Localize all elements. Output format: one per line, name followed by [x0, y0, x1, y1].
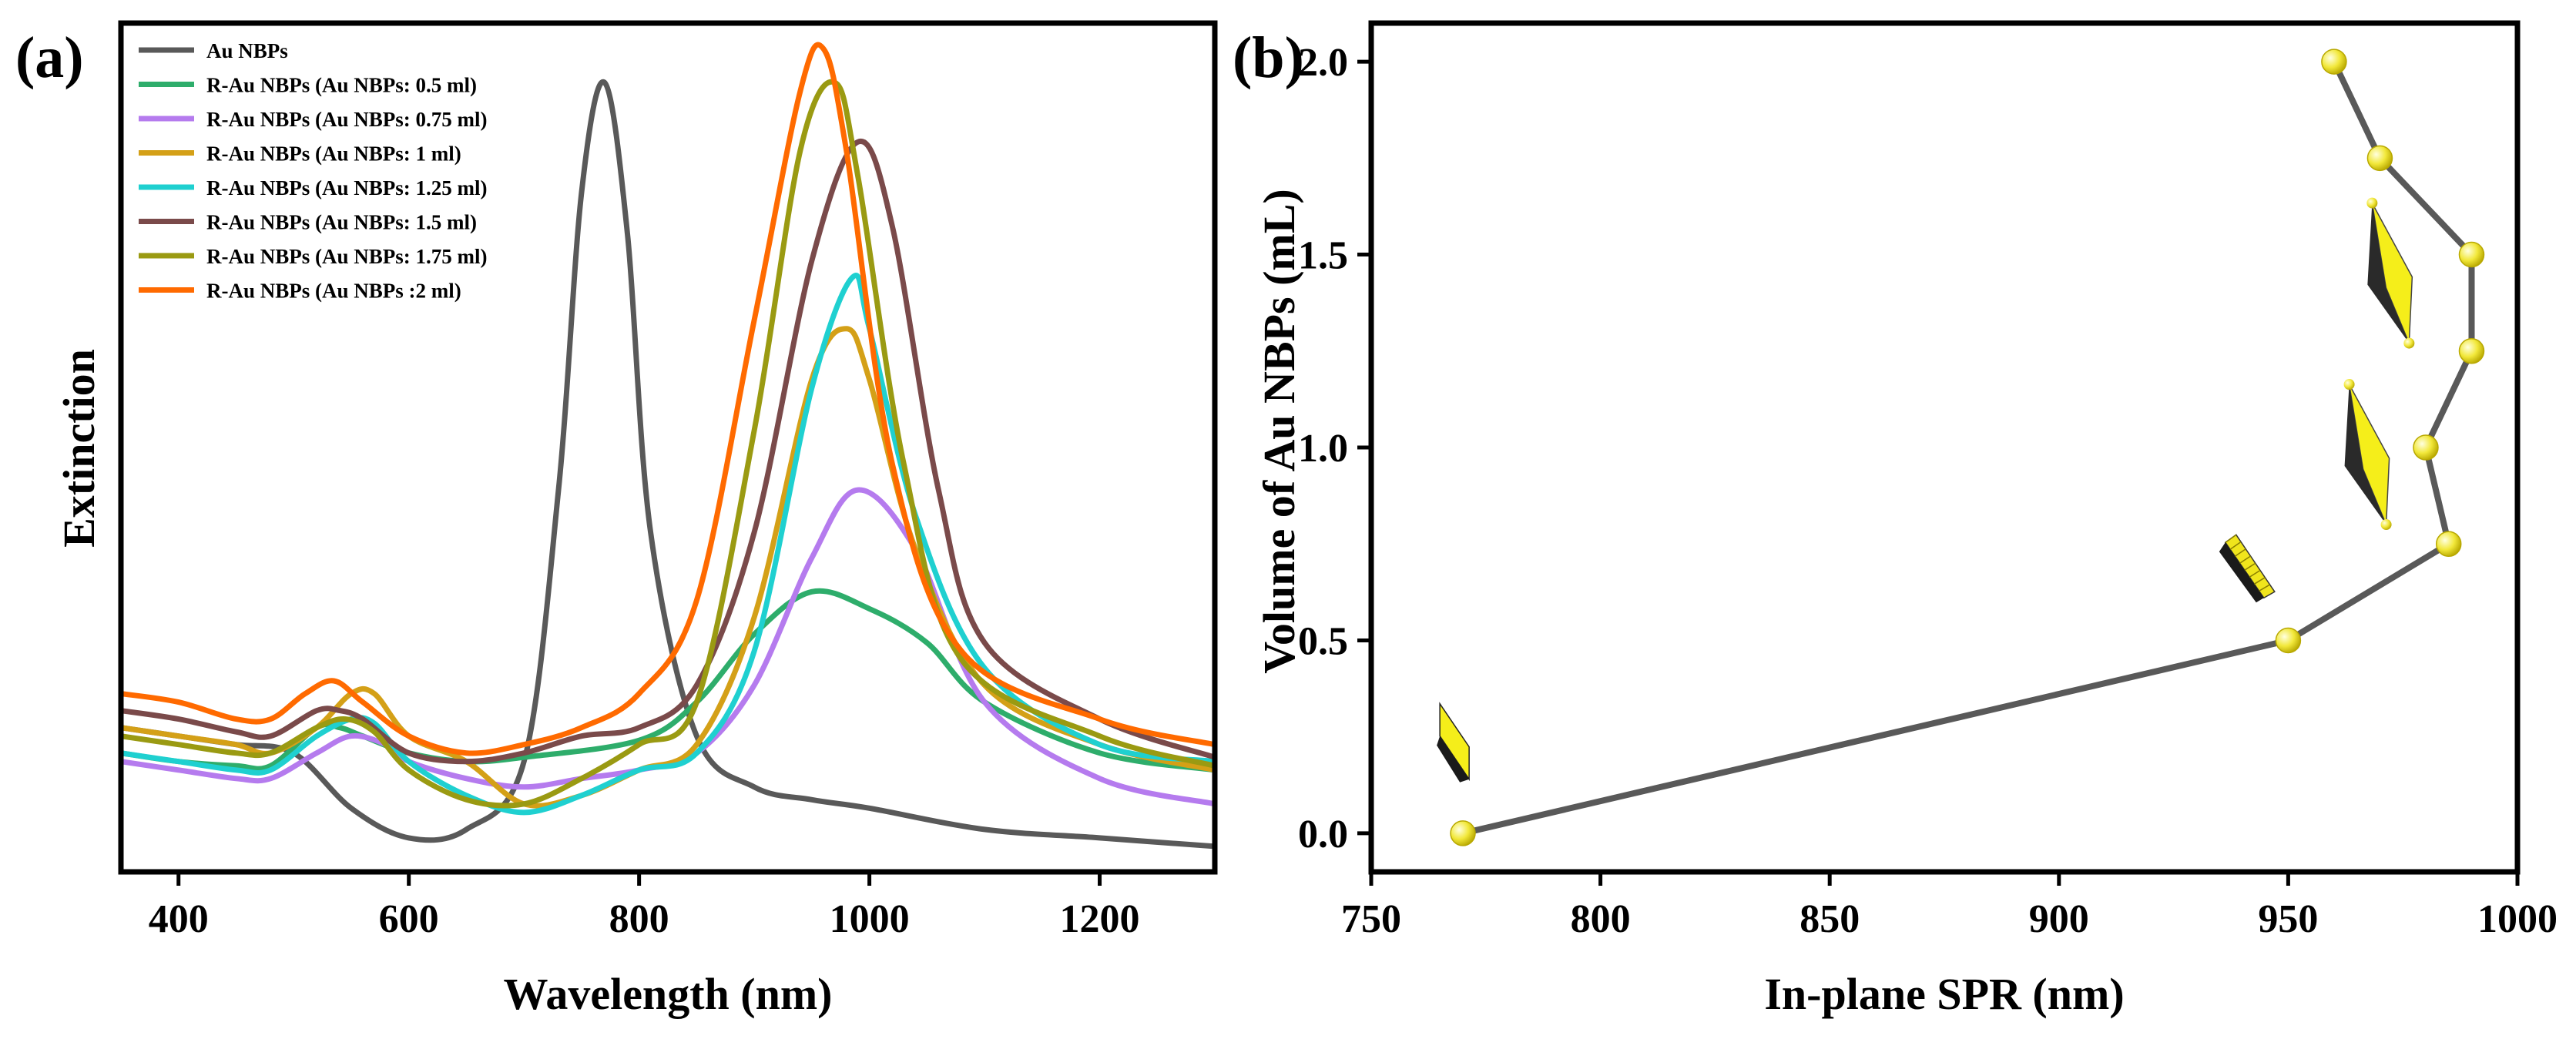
panel-b-y-tick-label: 0.5: [1298, 619, 1348, 663]
legend-label: R-Au NBPs (Au NBPs :2 ml): [206, 280, 461, 303]
spectrum-line-6: [121, 79, 1215, 809]
panel-a-y-axis-title: Extinction: [54, 349, 104, 548]
panel-b-x-tick-label: 950: [2258, 897, 2318, 941]
panel-b-frame: [1368, 20, 2521, 875]
panel-a-legend: Au NBPs R-Au NBPs (Au NBPs: 0.5 ml) R-Au N…: [139, 39, 488, 303]
panel-b-y-tick-label: 2.0: [1298, 41, 1348, 85]
data-point: [2413, 434, 2439, 461]
legend-label: Au NBPs: [206, 39, 288, 62]
panel-b: 750 800 850 900 950 1000 0.0 0.5 1.0 1.5 2.0 (b) I…: [1233, 20, 2558, 1019]
panel-b-y-tick-label: 1.5: [1298, 234, 1348, 278]
panel-a-x-tick-label: 1000: [830, 897, 910, 941]
data-point: [2321, 49, 2347, 75]
spectrum-line-5: [121, 139, 1215, 765]
panel-b-x-axis-title: In-plane SPR (nm): [1764, 969, 2124, 1019]
panel-b-x-tick-label: 750: [1341, 897, 1401, 941]
data-point: [2458, 338, 2485, 364]
data-point: [1450, 820, 1476, 846]
panel-a-x-axis-title: Wavelength (nm): [504, 969, 833, 1019]
legend-label: R-Au NBPs (Au NBPs: 0.75 ml): [206, 108, 488, 131]
spectrum-line-7: [121, 42, 1215, 756]
legend-label: R-Au NBPs (Au NBPs: 1.75 ml): [206, 245, 488, 268]
panel-a-x-tick-label: 400: [149, 897, 209, 941]
panel-b-x-tick-label: 850: [1800, 897, 1860, 941]
panel-b-label: (b): [1233, 25, 1304, 90]
legend-label: R-Au NBPs (Au NBPs: 1.25 ml): [206, 176, 488, 199]
legend-label: R-Au NBPs (Au NBPs: 1.5 ml): [206, 211, 477, 234]
panel-a: 400 600 800 1000 1200 (a) Wavelength (nm) Ex…: [15, 20, 1218, 1019]
data-point: [2458, 241, 2485, 268]
panel-a-x-tick-label: 800: [609, 897, 669, 941]
data-point: [2275, 627, 2302, 654]
spectrum-line-0: [121, 79, 1215, 850]
panel-b-x-tick-label: 1000: [2477, 897, 2558, 941]
bipyramid-particle-illustration: [2366, 197, 2415, 349]
panel-a-label: (a): [15, 25, 84, 90]
panel-b-y-tick-label: 0.0: [1298, 813, 1348, 856]
spectrum-line-4: [121, 273, 1215, 816]
panel-b-x-tick-label: 800: [1571, 897, 1631, 941]
spectrum-line-1: [121, 588, 1215, 773]
data-point: [2435, 531, 2462, 557]
panel-b-y-tick-label: 1.0: [1298, 427, 1348, 471]
panel-a-frame: [118, 20, 1218, 875]
short-bipyramid-particle-illustration: [2219, 534, 2276, 603]
panel-a-x-tick-label: 1200: [1060, 897, 1140, 941]
bipyramid-particle-illustration: [2343, 379, 2392, 531]
panel-b-x-tick-label: 900: [2029, 897, 2089, 941]
panel-b-y-axis-title: Volume of Au NBPs (mL): [1254, 189, 1304, 673]
panel-a-x-tick-label: 600: [379, 897, 439, 941]
data-point: [2366, 145, 2393, 172]
legend-label: R-Au NBPs (Au NBPs: 0.5 ml): [206, 74, 477, 97]
legend-label: R-Au NBPs (Au NBPs: 1 ml): [206, 142, 461, 166]
trend-line: [1462, 60, 2475, 836]
rod-particle-illustration: [1437, 702, 1470, 783]
